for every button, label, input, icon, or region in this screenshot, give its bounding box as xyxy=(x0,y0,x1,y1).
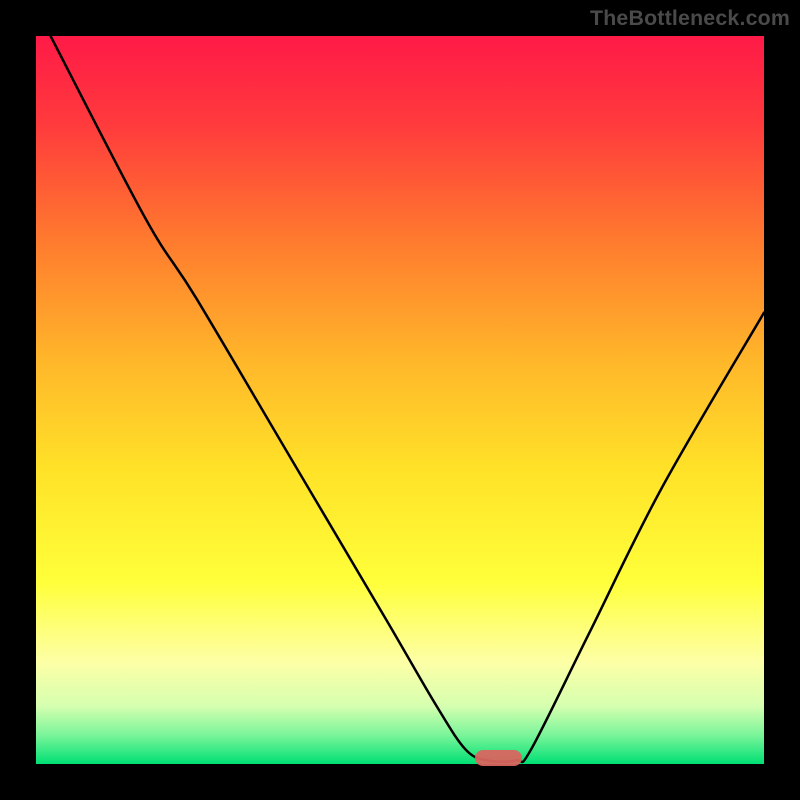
plot-area xyxy=(36,36,764,764)
bottleneck-curve xyxy=(51,36,764,762)
curve-svg xyxy=(36,36,764,764)
optimal-range-marker xyxy=(475,750,522,766)
watermark-text: TheBottleneck.com xyxy=(590,6,790,31)
chart-frame: TheBottleneck.com xyxy=(0,0,800,800)
